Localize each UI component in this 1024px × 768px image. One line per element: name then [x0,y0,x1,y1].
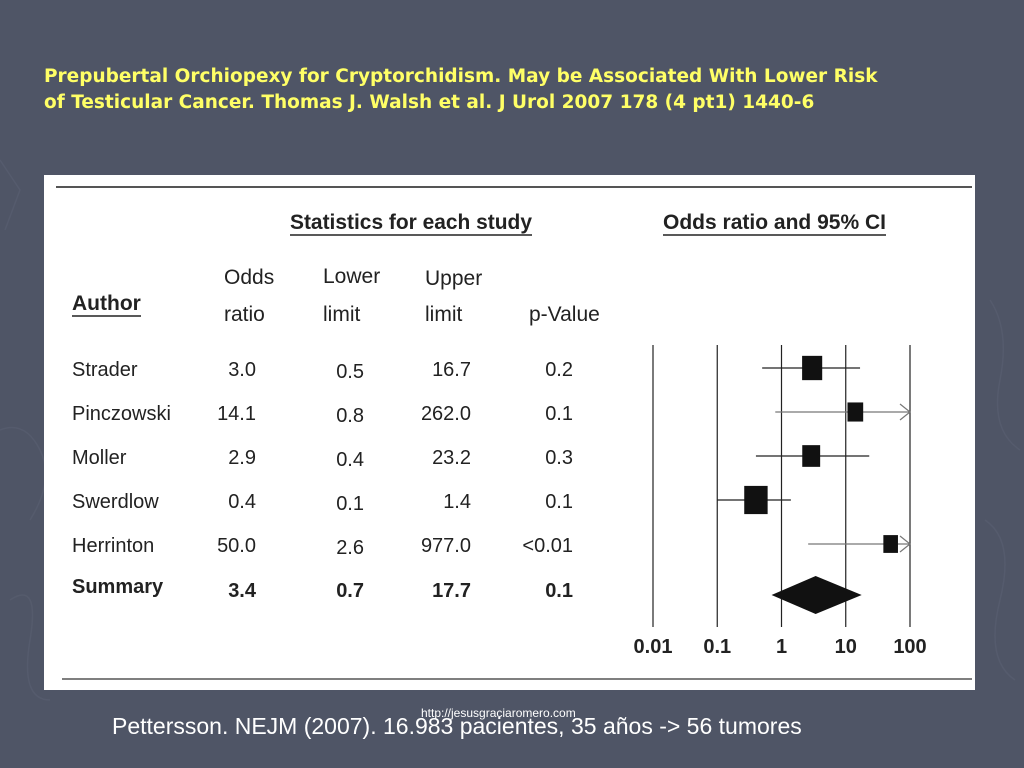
title-line-1: Prepubertal Orchiopexy for Cryptorchidis… [44,66,878,87]
x-tick-label: 0.01 [634,636,673,658]
study-p-value: <0.01 [522,535,573,557]
study-rows: Strader 3.0 0.5 16.7 0.2 Pinczowski 14.1 0.8 262… [72,359,573,602]
col-header-upper-1: Upper [425,267,482,290]
study-upper-limit: 16.7 [432,359,471,381]
study-lower-limit: 2.6 [336,537,364,559]
point-estimate [802,355,823,381]
x-tick-label: 10 [835,636,857,658]
x-tick-label: 1 [776,636,787,658]
study-upper-limit: 1.4 [443,491,471,513]
summary-label: Summary [72,576,164,598]
col-header-author: Author [72,292,141,315]
ci-arrow [899,535,911,553]
slide-title: Prepubertal Orchiopexy for Cryptorchidis… [44,64,984,116]
col-header-p-value: p-Value [529,303,600,326]
study-upper-limit: 23.2 [432,447,471,469]
col-header-upper-2: limit [425,303,462,326]
study-upper-limit: 977.0 [421,535,471,557]
summary-diamond [771,576,862,614]
study-lower-limit: 0.4 [336,449,364,471]
study-lower-limit: 0.5 [336,361,364,383]
footer-caption: Pettersson. NEJM (2007). 16.983 paciente… [112,713,802,739]
point-estimate [847,402,864,422]
study-author: Pinczowski [72,403,171,425]
study-odds-ratio: 2.9 [228,447,256,469]
study-odds-ratio: 50.0 [217,535,256,557]
summary-odds-ratio: 3.4 [228,580,257,602]
point-estimate [744,485,768,515]
ci-arrow [899,403,911,421]
table-title: Statistics for each study [290,211,532,234]
study-p-value: 0.3 [545,447,573,469]
x-tick-label: 0.1 [703,636,731,658]
source-url: http://jesusgraciaromero.com [421,706,576,720]
study-p-value: 0.1 [545,491,573,513]
point-estimate [802,445,821,467]
point-estimate [883,535,898,553]
forest-plot-figure: Statistics for each study Odds ratio and… [44,175,975,690]
summary-upper-limit: 17.7 [432,580,471,602]
study-author: Swerdlow [72,491,159,513]
study-author: Strader [72,359,138,381]
study-odds-ratio: 3.0 [228,359,256,381]
study-lower-limit: 0.1 [336,493,364,515]
summary-p-value: 0.1 [545,580,573,602]
study-p-value: 0.1 [545,403,573,425]
study-upper-limit: 262.0 [421,403,471,425]
forest-plot-svg: Statistics for each study Odds ratio and… [56,186,972,680]
col-header-lower-1: Lower [323,265,380,288]
study-odds-ratio: 14.1 [217,403,256,425]
study-author: Moller [72,447,127,469]
study-lower-limit: 0.8 [336,405,364,427]
title-line-2: of Testicular Cancer. Thomas J. Walsh et… [44,92,815,113]
col-header-lower-2: limit [323,303,360,326]
summary-lower-limit: 0.7 [336,580,364,602]
study-author: Herrinton [72,535,154,557]
forest-plot-area: 0.01 0.1 1 10 100 [634,345,927,658]
col-header-odds-1: Odds [224,266,274,289]
col-header-odds-2: ratio [224,303,265,326]
study-odds-ratio: 0.4 [228,491,256,513]
plot-title: Odds ratio and 95% CI [663,211,886,234]
study-p-value: 0.2 [545,359,573,381]
x-tick-label: 100 [893,636,926,658]
